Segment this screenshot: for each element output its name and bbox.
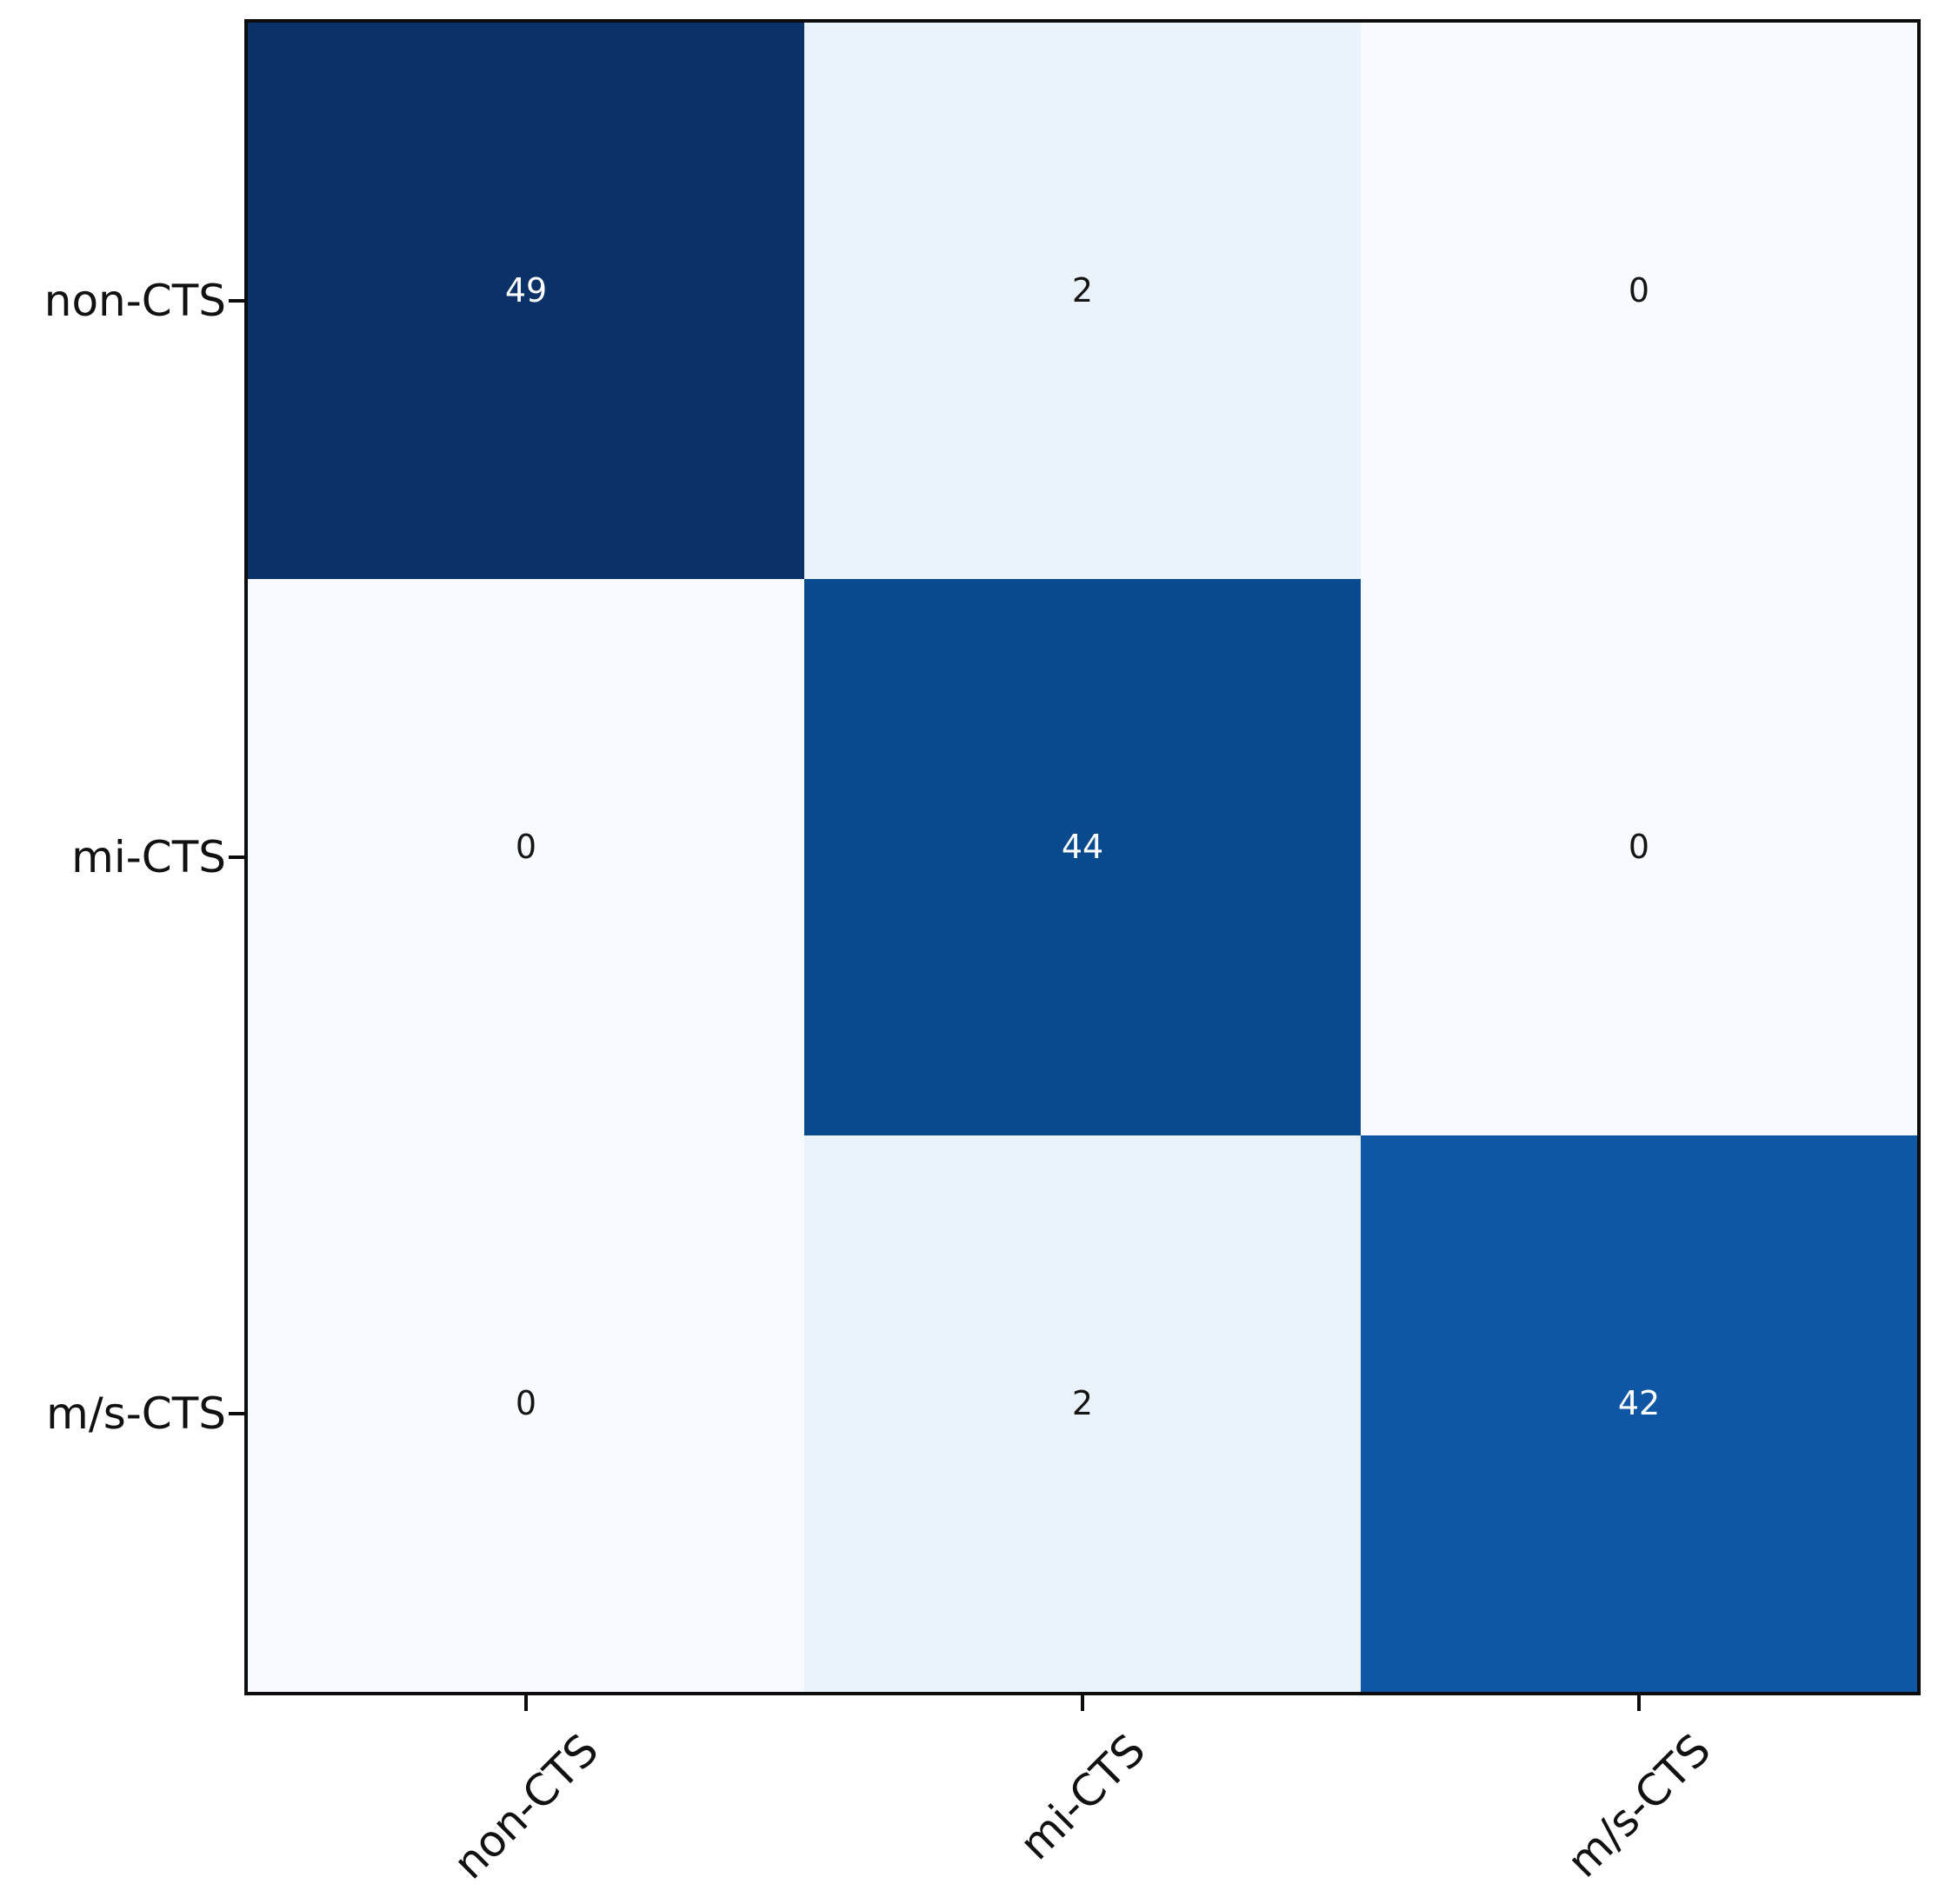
matrix-cell-r0c1: 2 — [804, 23, 1361, 579]
matrix-cell-r1c1: 44 — [804, 579, 1361, 1135]
matrix-cell-r2c1: 2 — [804, 1135, 1361, 1692]
cell-value: 0 — [515, 1384, 537, 1422]
y-tick-label-non-cts: non-CTS — [43, 276, 226, 326]
y-tick-label-mi-cts: mi-CTS — [71, 832, 226, 882]
cell-value: 0 — [1628, 271, 1650, 310]
matrix-cell-r0c2: 0 — [1361, 23, 1917, 579]
matrix-cell-r0c0: 49 — [248, 23, 804, 579]
y-tick-mark — [229, 1412, 244, 1415]
x-tick-mark — [524, 1695, 528, 1711]
matrix-cell-r1c2: 0 — [1361, 579, 1917, 1135]
y-tick-label-ms-cts: m/s-CTS — [46, 1388, 226, 1439]
heatmap-plot-area: 49 2 0 0 44 0 0 2 42 — [244, 19, 1921, 1695]
cell-value: 44 — [1061, 828, 1104, 866]
cell-value: 0 — [1628, 828, 1650, 866]
cell-value: 2 — [1071, 271, 1094, 310]
cell-value: 49 — [504, 271, 548, 310]
x-tick-label-ms-cts: m/s-CTS — [1557, 1724, 1721, 1887]
cell-value: 0 — [515, 828, 537, 866]
y-tick-mark — [229, 299, 244, 303]
x-tick-mark — [1637, 1695, 1641, 1711]
x-tick-label-non-cts: non-CTS — [443, 1724, 609, 1889]
cell-value: 2 — [1071, 1384, 1094, 1422]
cell-value: 42 — [1617, 1384, 1661, 1422]
x-tick-label-mi-cts: mi-CTS — [1009, 1724, 1156, 1870]
matrix-cell-r1c0: 0 — [248, 579, 804, 1135]
matrix-cell-r2c2: 42 — [1361, 1135, 1917, 1692]
matrix-cell-r2c0: 0 — [248, 1135, 804, 1692]
x-tick-mark — [1081, 1695, 1084, 1711]
y-tick-mark — [229, 855, 244, 859]
